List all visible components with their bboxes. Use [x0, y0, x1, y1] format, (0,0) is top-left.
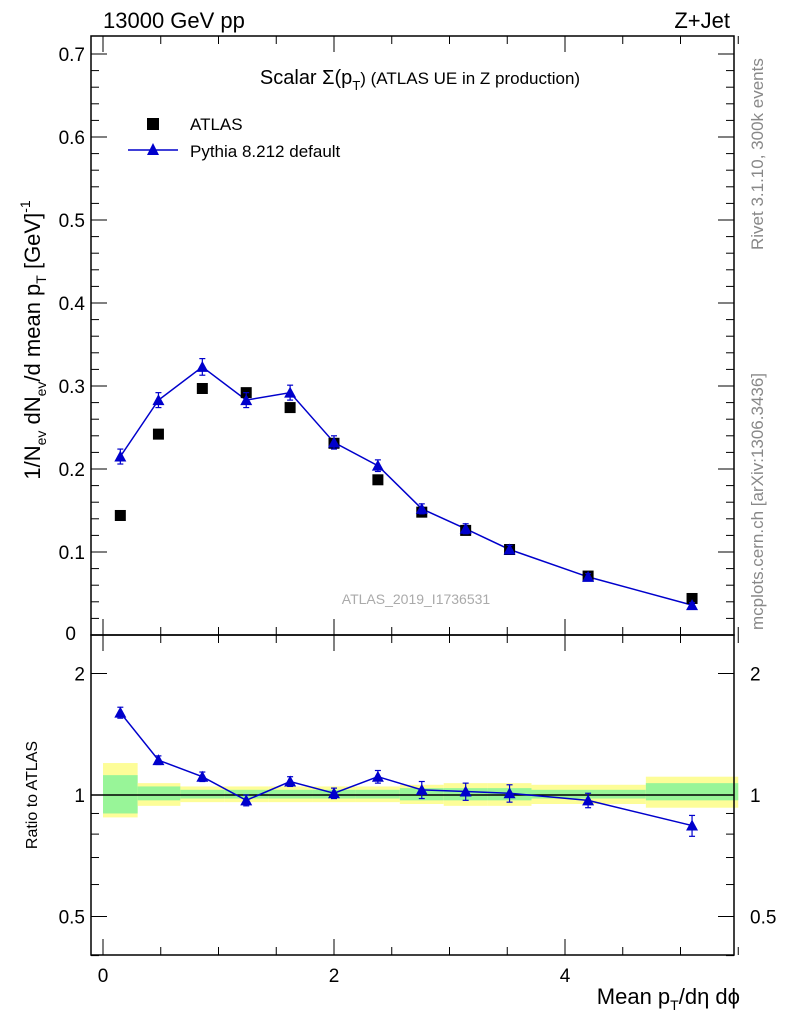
chart-title: Scalar Σ(pT) (ATLAS UE in Z production): [260, 67, 580, 93]
main-y-tick-labels: 0.1 0.2 0.3 0.4 0.5 0.6 0.7: [59, 45, 86, 564]
stat-uncertainty-band: [645, 783, 739, 801]
mc-point: [240, 394, 253, 406]
ratio-tick-label-right: 2: [750, 665, 761, 686]
energy-label: 13000 GeV pp: [103, 8, 245, 33]
stat-uncertainty-band: [224, 789, 269, 799]
legend-mc-marker: [147, 143, 159, 155]
mc-point: [152, 394, 165, 406]
main-series: [114, 358, 699, 611]
ratio-mc-point: [459, 785, 472, 797]
y-zero-tick-label: 0: [65, 624, 76, 645]
ratio-mc-point: [582, 794, 595, 806]
title-sub: T: [352, 78, 360, 93]
ratio-mc-point: [371, 770, 384, 782]
ratio-mc-point: [196, 770, 209, 782]
data-point: [686, 592, 698, 604]
ratio-mc-point: [686, 819, 699, 831]
x-tick-label: 0: [98, 966, 109, 987]
ratio-tick-label: 0.5: [59, 907, 85, 928]
ratio-tick-label: 1: [74, 786, 85, 807]
legend-data-marker: [147, 118, 159, 130]
mc-point: [686, 599, 699, 611]
y-tick-label: 0.6: [59, 128, 85, 149]
ratio-mc-point: [284, 775, 297, 787]
mc-point: [114, 450, 127, 462]
legend-data-label: ATLAS: [190, 115, 243, 134]
mc-point: [196, 360, 209, 372]
ratio-tick-label-right: 1: [750, 786, 761, 807]
data-point: [284, 402, 296, 414]
mc-point: [582, 570, 595, 582]
mc-point: [503, 543, 516, 555]
legend-mc-label: Pythia 8.212 default: [190, 142, 341, 161]
analysis-id-label: ATLAS_2019_I1736531: [342, 591, 491, 607]
x-tick-label: 2: [329, 966, 340, 987]
x-tick-label: 4: [560, 966, 571, 987]
ratio-mc-point: [328, 787, 340, 799]
stat-uncertainty-band: [137, 786, 181, 801]
ratio-tick-label-right: 0.5: [750, 907, 776, 928]
title-sigma: Σ(p: [322, 67, 352, 89]
title-suffix: ) (ATLAS UE in Z production): [360, 69, 580, 88]
y-tick-label: 0.2: [59, 460, 85, 481]
main-axis-ticks: [91, 36, 739, 635]
ratio-mc-point: [415, 783, 428, 795]
mc-point: [328, 436, 340, 448]
x-tick-labels: 0 2 4: [98, 966, 571, 987]
mcplots-reference-label: mcplots.cern.ch [arXiv:1306.3436]: [748, 373, 767, 630]
mc-point: [284, 386, 297, 398]
legend: ATLAS Pythia 8.212 default: [128, 115, 341, 161]
title-prefix: Scalar: [260, 67, 322, 89]
y-axis-label: 1/Nev dNev/d mean pT [GeV]-1: [17, 200, 49, 480]
data-point: [152, 428, 164, 440]
ratio-tick-label: 2: [74, 665, 85, 686]
process-label: Z+Jet: [674, 8, 730, 33]
data-point: [372, 474, 384, 486]
data-point: [114, 509, 126, 521]
ratio-mc-point: [503, 787, 516, 799]
ratio-panel: 0.5 0.5 1 1 2 2: [59, 634, 777, 957]
rivet-version-label: Rivet 3.1.10, 300k events: [748, 58, 767, 250]
y-tick-label: 0.1: [59, 543, 85, 564]
stat-uncertainty-band: [180, 789, 225, 799]
ratio-mc-point: [114, 706, 127, 718]
ratio-mc-point: [240, 794, 253, 806]
stat-uncertainty-band: [268, 789, 313, 799]
mc-line: [119, 365, 693, 606]
y-tick-label: 0.7: [59, 45, 85, 66]
ratio-mc-point: [152, 754, 165, 766]
ratio-axis-ticks: [91, 635, 739, 957]
ratio-y-tick-labels: 0.5 0.5 1 1 2 2: [59, 665, 777, 929]
ratio-y-axis-label: Ratio to ATLAS: [24, 741, 41, 849]
y-tick-label: 0.5: [59, 211, 85, 232]
y-tick-label: 0.3: [59, 377, 85, 398]
ratio-mc-line: [119, 712, 693, 827]
y-tick-label: 0.4: [59, 294, 86, 315]
ratio-series: [114, 706, 699, 837]
stat-uncertainty-band: [355, 789, 400, 799]
main-panel: 0.1 0.2 0.3 0.4 0.5 0.6 0.7 0 Scalar Σ(pT) (AT…: [59, 35, 739, 645]
mc-point: [371, 459, 384, 471]
data-point: [196, 382, 208, 394]
mc-point: [415, 502, 428, 514]
main-frame: [90, 35, 735, 636]
mc-point: [459, 522, 472, 534]
x-axis-label: Mean pT/dη dϕ: [597, 984, 740, 1013]
